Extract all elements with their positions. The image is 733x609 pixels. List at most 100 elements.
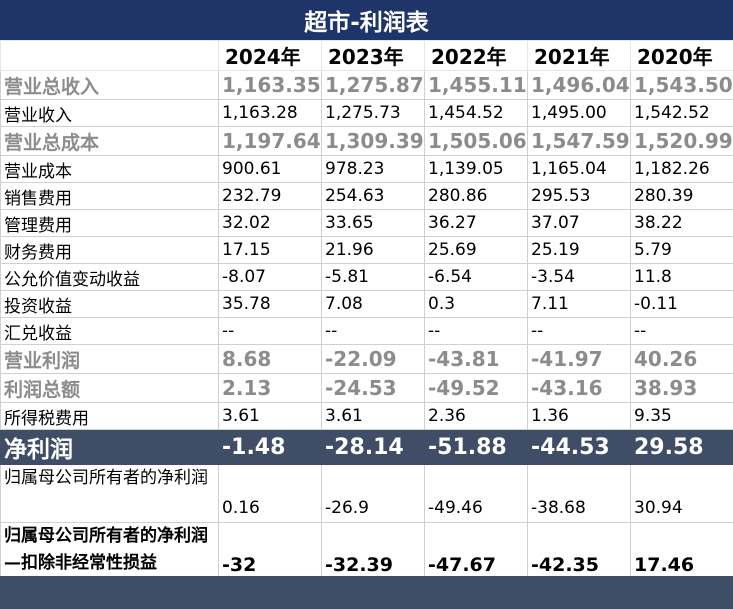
row-label-cell[interactable]: 营业收入: [0, 99, 219, 127]
value-cell[interactable]: 36.27: [424, 209, 528, 237]
value-cell[interactable]: -5.81: [321, 263, 425, 291]
value-cell[interactable]: 17.46: [630, 522, 733, 581]
value-cell[interactable]: 2.13: [218, 373, 322, 403]
row-label-cell[interactable]: 投资收益: [0, 290, 219, 318]
value-cell[interactable]: -47.67: [424, 522, 528, 581]
year-header-cell[interactable]: 2023年: [321, 40, 425, 71]
row-label-cell[interactable]: 财务费用: [0, 236, 219, 264]
value-cell[interactable]: -22.09: [321, 344, 425, 374]
year-header-cell[interactable]: 2020年: [630, 40, 733, 71]
value-cell[interactable]: 1,505.06: [424, 126, 528, 156]
value-cell[interactable]: 0.16: [218, 464, 322, 523]
value-cell[interactable]: 25.69: [424, 236, 528, 264]
value-cell[interactable]: 1,547.59: [527, 126, 631, 156]
value-cell[interactable]: 7.11: [527, 290, 631, 318]
value-cell[interactable]: 3.61: [218, 402, 322, 430]
row-label-cell[interactable]: 利润总额: [0, 373, 219, 403]
value-cell[interactable]: 37.07: [527, 209, 631, 237]
value-cell[interactable]: 17.15: [218, 236, 322, 264]
value-cell[interactable]: -8.07: [218, 263, 322, 291]
row-label-cell[interactable]: 管理费用: [0, 209, 219, 237]
value-cell[interactable]: 30.94: [630, 464, 733, 523]
value-cell[interactable]: 35.78: [218, 290, 322, 318]
value-cell[interactable]: -24.53: [321, 373, 425, 403]
value-cell[interactable]: 1,496.04: [527, 70, 631, 100]
row-label-cell[interactable]: 销售费用: [0, 182, 219, 210]
value-cell[interactable]: -38.68: [527, 464, 631, 523]
value-cell[interactable]: 1,163.35: [218, 70, 322, 100]
value-cell[interactable]: 2.36: [424, 402, 528, 430]
row-label-cell[interactable]: 净利润: [0, 429, 219, 465]
value-cell[interactable]: 8.68: [218, 344, 322, 374]
value-cell[interactable]: 1,165.04: [527, 155, 631, 183]
value-cell[interactable]: 1,275.87: [321, 70, 425, 100]
value-cell[interactable]: 1,197.64: [218, 126, 322, 156]
value-cell[interactable]: 280.39: [630, 182, 733, 210]
value-cell[interactable]: 7.08: [321, 290, 425, 318]
value-cell[interactable]: -6.54: [424, 263, 528, 291]
value-cell[interactable]: 295.53: [527, 182, 631, 210]
value-cell[interactable]: 21.96: [321, 236, 425, 264]
value-cell[interactable]: -0.11: [630, 290, 733, 318]
row-label-cell[interactable]: 营业成本: [0, 155, 219, 183]
value-cell[interactable]: --: [321, 317, 425, 345]
year-header-cell[interactable]: 2024年: [218, 40, 322, 71]
value-cell[interactable]: 33.65: [321, 209, 425, 237]
value-cell[interactable]: 254.63: [321, 182, 425, 210]
value-cell[interactable]: 1,455.11: [424, 70, 528, 100]
value-cell[interactable]: --: [630, 317, 733, 345]
value-cell[interactable]: -49.46: [424, 464, 528, 523]
value-cell[interactable]: 900.61: [218, 155, 322, 183]
value-cell[interactable]: 3.61: [321, 402, 425, 430]
value-cell[interactable]: 1,163.28: [218, 99, 322, 127]
value-cell[interactable]: -32.39: [321, 522, 425, 581]
value-cell[interactable]: 25.19: [527, 236, 631, 264]
row-label-cell[interactable]: 营业利润: [0, 344, 219, 374]
value-cell[interactable]: 29.58: [630, 429, 733, 465]
value-cell[interactable]: 1,182.26: [630, 155, 733, 183]
value-cell[interactable]: -51.88: [424, 429, 528, 465]
value-cell[interactable]: --: [424, 317, 528, 345]
row-label-cell[interactable]: 营业总成本: [0, 126, 219, 156]
row-label-cell[interactable]: 汇兑收益: [0, 317, 219, 345]
value-cell[interactable]: -41.97: [527, 344, 631, 374]
value-cell[interactable]: 280.86: [424, 182, 528, 210]
value-cell[interactable]: -3.54: [527, 263, 631, 291]
year-header-cell[interactable]: 2021年: [527, 40, 631, 71]
value-cell[interactable]: 9.35: [630, 402, 733, 430]
value-cell[interactable]: -43.81: [424, 344, 528, 374]
value-cell[interactable]: -28.14: [321, 429, 425, 465]
year-header-cell[interactable]: 2022年: [424, 40, 528, 71]
value-cell[interactable]: 1,454.52: [424, 99, 528, 127]
value-cell[interactable]: 11.8: [630, 263, 733, 291]
row-label-cell[interactable]: 营业总收入: [0, 70, 219, 100]
row-label-cell[interactable]: 所得税费用: [0, 402, 219, 430]
value-cell[interactable]: 38.22: [630, 209, 733, 237]
value-cell[interactable]: 1,543.50: [630, 70, 733, 100]
value-cell[interactable]: 1,495.00: [527, 99, 631, 127]
row-label-cell[interactable]: 归属母公司所有者的净利润—扣除非经常性损益: [0, 522, 219, 581]
value-cell[interactable]: 1,520.99: [630, 126, 733, 156]
value-cell[interactable]: 1,275.73: [321, 99, 425, 127]
value-cell[interactable]: --: [218, 317, 322, 345]
value-cell[interactable]: 0.3: [424, 290, 528, 318]
value-cell[interactable]: -43.16: [527, 373, 631, 403]
value-cell[interactable]: -44.53: [527, 429, 631, 465]
value-cell[interactable]: 1,309.39: [321, 126, 425, 156]
header-corner-cell[interactable]: [0, 40, 219, 71]
value-cell[interactable]: 1,139.05: [424, 155, 528, 183]
value-cell[interactable]: -49.52: [424, 373, 528, 403]
value-cell[interactable]: -32: [218, 522, 322, 581]
value-cell[interactable]: 38.93: [630, 373, 733, 403]
value-cell[interactable]: 1.36: [527, 402, 631, 430]
value-cell[interactable]: 40.26: [630, 344, 733, 374]
value-cell[interactable]: 5.79: [630, 236, 733, 264]
value-cell[interactable]: --: [527, 317, 631, 345]
value-cell[interactable]: -42.35: [527, 522, 631, 581]
row-label-cell[interactable]: 归属母公司所有者的净利润: [0, 464, 219, 523]
row-label-cell[interactable]: 公允价值变动收益: [0, 263, 219, 291]
value-cell[interactable]: -1.48: [218, 429, 322, 465]
value-cell[interactable]: 1,542.52: [630, 99, 733, 127]
value-cell[interactable]: -26.9: [321, 464, 425, 523]
value-cell[interactable]: 32.02: [218, 209, 322, 237]
